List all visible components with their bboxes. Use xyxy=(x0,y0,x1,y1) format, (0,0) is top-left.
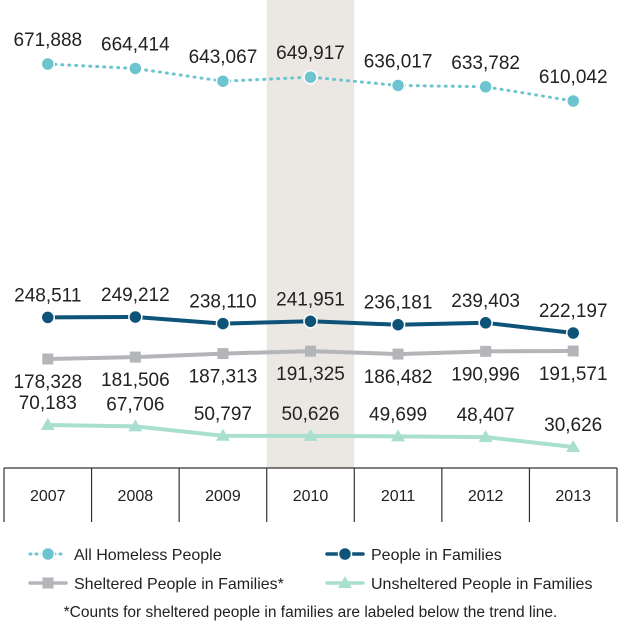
x-tick-label-2012: 2012 xyxy=(468,488,504,505)
data-label-sheltered-people-in-families-2010: 191,325 xyxy=(276,364,345,385)
marker-unsheltered-people-in-families-2009 xyxy=(215,428,230,441)
legend-label: All Homeless People xyxy=(74,547,222,564)
data-labels: 671,888 664,414 643,067 649,917 636,017 633,7… xyxy=(13,30,607,436)
legend-label: Unsheltered People in Families xyxy=(371,576,592,593)
data-label-all-homeless-people-2012: 633,782 xyxy=(451,53,520,74)
data-label-people-in-families-2010: 241,951 xyxy=(276,289,345,310)
marker-people-in-families-2010 xyxy=(303,314,318,329)
x-tick-label-2009: 2009 xyxy=(205,488,241,505)
marker-all-homeless-people-2011 xyxy=(390,78,406,93)
series-lines xyxy=(40,56,581,452)
data-label-all-homeless-people-2008: 664,414 xyxy=(101,34,170,55)
data-label-all-homeless-people-2013: 610,042 xyxy=(539,67,608,88)
marker-all-homeless-people-2007 xyxy=(40,56,56,72)
x-tick-label-2010: 2010 xyxy=(293,488,329,505)
marker-unsheltered-people-in-families-2008 xyxy=(128,419,143,432)
data-label-sheltered-people-in-families-2008: 181,506 xyxy=(101,370,170,391)
marker-sheltered-people-in-families-2011 xyxy=(392,348,404,360)
legend-marker xyxy=(337,546,353,562)
marker-people-in-families-2011 xyxy=(390,317,406,332)
legend-item-people-in-families: People in Families xyxy=(325,546,502,564)
footnote: *Counts for sheltered people in families… xyxy=(64,604,558,621)
marker-unsheltered-people-in-families-2012 xyxy=(478,430,493,443)
legend-marker xyxy=(338,576,352,588)
data-label-all-homeless-people-2011: 636,017 xyxy=(364,51,433,72)
legend-label: People in Families xyxy=(371,547,502,564)
data-label-unsheltered-people-in-families-2007: 70,183 xyxy=(19,393,77,414)
data-label-all-homeless-people-2010: 649,917 xyxy=(276,43,345,64)
legend-item-unsheltered-people-in-families: Unsheltered People in Families xyxy=(325,576,592,593)
data-label-people-in-families-2007: 248,511 xyxy=(14,285,81,306)
legend-marker xyxy=(40,546,56,562)
legend: All Homeless People People in Families She… xyxy=(28,546,592,593)
marker-unsheltered-people-in-families-2011 xyxy=(391,429,406,442)
marker-sheltered-people-in-families-2013 xyxy=(567,345,579,357)
data-label-unsheltered-people-in-families-2008: 67,706 xyxy=(106,394,164,415)
marker-people-in-families-2008 xyxy=(128,309,143,325)
data-label-sheltered-people-in-families-2013: 191,571 xyxy=(539,364,608,385)
marker-people-in-families-2012 xyxy=(478,315,493,331)
marker-sheltered-people-in-families-2007 xyxy=(42,353,54,365)
marker-all-homeless-people-2009 xyxy=(215,73,231,89)
x-tick-label-2011: 2011 xyxy=(381,488,416,505)
legend-item-all-homeless-people: All Homeless People xyxy=(28,546,222,564)
marker-unsheltered-people-in-families-2010 xyxy=(303,428,318,441)
marker-sheltered-people-in-families-2009 xyxy=(217,348,229,360)
legend-item-sheltered-people-in-families: Sheltered People in Families* xyxy=(28,576,284,593)
data-label-sheltered-people-in-families-2012: 190,996 xyxy=(451,364,520,385)
x-tick-label-2013: 2013 xyxy=(555,488,591,505)
data-label-sheltered-people-in-families-2011: 186,482 xyxy=(364,367,433,388)
marker-people-in-families-2013 xyxy=(565,325,581,341)
x-axis: 2007 2008 2009 2010 2011 2012 2013 xyxy=(3,467,618,522)
data-label-unsheltered-people-in-families-2012: 48,407 xyxy=(457,405,515,426)
data-label-people-in-families-2012: 239,403 xyxy=(451,291,520,312)
data-label-unsheltered-people-in-families-2010: 50,626 xyxy=(281,404,339,425)
data-label-people-in-families-2008: 249,212 xyxy=(101,285,170,306)
data-label-all-homeless-people-2007: 671,888 xyxy=(13,30,82,51)
data-label-all-homeless-people-2009: 643,067 xyxy=(189,47,258,68)
data-label-unsheltered-people-in-families-2011: 49,699 xyxy=(369,404,427,425)
data-label-sheltered-people-in-families-2007: 178,328 xyxy=(13,372,82,393)
data-label-people-in-families-2011: 236,181 xyxy=(364,293,433,314)
marker-sheltered-people-in-families-2008 xyxy=(129,351,141,363)
data-label-sheltered-people-in-families-2009: 187,313 xyxy=(189,367,258,388)
marker-all-homeless-people-2010 xyxy=(303,69,318,85)
marker-people-in-families-2007 xyxy=(40,310,56,325)
marker-sheltered-people-in-families-2012 xyxy=(480,345,492,357)
marker-all-homeless-people-2012 xyxy=(478,79,493,95)
marker-unsheltered-people-in-families-2013 xyxy=(566,440,581,452)
marker-people-in-families-2009 xyxy=(215,316,231,331)
legend-marker xyxy=(42,577,54,589)
legend-label: Sheltered People in Families* xyxy=(74,576,284,593)
data-label-people-in-families-2013: 222,197 xyxy=(539,301,608,322)
marker-all-homeless-people-2013 xyxy=(565,93,581,109)
marker-sheltered-people-in-families-2010 xyxy=(305,345,316,357)
data-label-unsheltered-people-in-families-2013: 30,626 xyxy=(544,415,602,436)
marker-all-homeless-people-2008 xyxy=(128,61,143,76)
x-tick-label-2008: 2008 xyxy=(118,488,154,505)
data-label-people-in-families-2009: 238,110 xyxy=(189,292,256,313)
data-label-unsheltered-people-in-families-2009: 50,797 xyxy=(194,404,252,425)
marker-unsheltered-people-in-families-2007 xyxy=(40,418,55,430)
x-tick-label-2007: 2007 xyxy=(30,488,66,505)
